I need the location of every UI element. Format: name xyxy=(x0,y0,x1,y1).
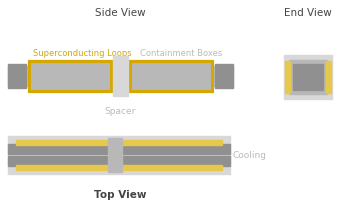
Bar xyxy=(293,64,323,90)
Text: Superconducting Loops: Superconducting Loops xyxy=(33,49,132,58)
Text: Side View: Side View xyxy=(95,8,145,18)
Bar xyxy=(326,61,331,93)
Bar xyxy=(132,63,210,89)
Bar xyxy=(285,61,290,93)
Bar xyxy=(120,165,222,170)
Text: End View: End View xyxy=(284,8,332,18)
Text: Containment Boxes: Containment Boxes xyxy=(140,49,222,58)
Bar xyxy=(129,60,213,92)
Bar xyxy=(284,55,332,99)
Text: Top View: Top View xyxy=(94,190,146,200)
Bar xyxy=(120,140,222,145)
Bar xyxy=(289,60,327,94)
Bar xyxy=(16,140,107,145)
Bar xyxy=(8,144,230,154)
Text: Spacer: Spacer xyxy=(104,107,136,116)
Bar xyxy=(108,138,122,172)
Bar xyxy=(8,66,233,86)
Bar xyxy=(130,61,212,91)
Bar xyxy=(29,61,111,91)
Bar xyxy=(113,56,128,96)
Bar xyxy=(8,156,230,166)
Text: Cooling: Cooling xyxy=(233,150,267,160)
Bar xyxy=(16,165,107,170)
Bar xyxy=(31,63,109,89)
Bar xyxy=(8,64,26,88)
Bar xyxy=(215,64,233,88)
Bar xyxy=(8,136,230,174)
Bar xyxy=(28,60,112,92)
